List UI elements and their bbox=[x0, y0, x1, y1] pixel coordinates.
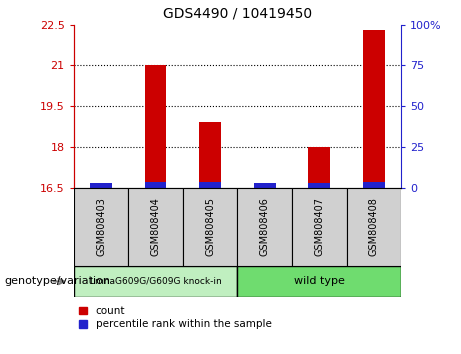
Bar bbox=[199, 182, 221, 188]
Bar bbox=[145, 65, 166, 188]
Bar bbox=[308, 147, 330, 188]
Title: GDS4490 / 10419450: GDS4490 / 10419450 bbox=[163, 7, 312, 21]
Text: wild type: wild type bbox=[294, 276, 345, 286]
Bar bbox=[74, 188, 128, 266]
Bar bbox=[199, 122, 221, 188]
Bar bbox=[308, 183, 330, 188]
Bar bbox=[183, 188, 237, 266]
Text: GSM808404: GSM808404 bbox=[151, 197, 160, 256]
Bar bbox=[363, 30, 384, 188]
Bar bbox=[145, 182, 166, 188]
Bar bbox=[90, 184, 112, 188]
Bar bbox=[363, 182, 384, 188]
Text: GSM808406: GSM808406 bbox=[260, 197, 270, 256]
Bar bbox=[254, 184, 276, 188]
Text: LmnaG609G/G609G knock-in: LmnaG609G/G609G knock-in bbox=[90, 277, 221, 286]
Bar bbox=[254, 183, 276, 188]
Bar bbox=[128, 188, 183, 266]
Bar bbox=[292, 188, 347, 266]
Bar bbox=[237, 266, 401, 297]
Legend: count, percentile rank within the sample: count, percentile rank within the sample bbox=[79, 306, 272, 329]
Text: GSM808405: GSM808405 bbox=[205, 197, 215, 256]
Text: GSM808408: GSM808408 bbox=[369, 197, 379, 256]
Bar bbox=[237, 188, 292, 266]
Text: GSM808403: GSM808403 bbox=[96, 197, 106, 256]
Bar bbox=[74, 266, 237, 297]
Bar bbox=[90, 183, 112, 188]
Text: genotype/variation: genotype/variation bbox=[5, 276, 111, 286]
Bar bbox=[347, 188, 401, 266]
Text: GSM808407: GSM808407 bbox=[314, 197, 324, 256]
